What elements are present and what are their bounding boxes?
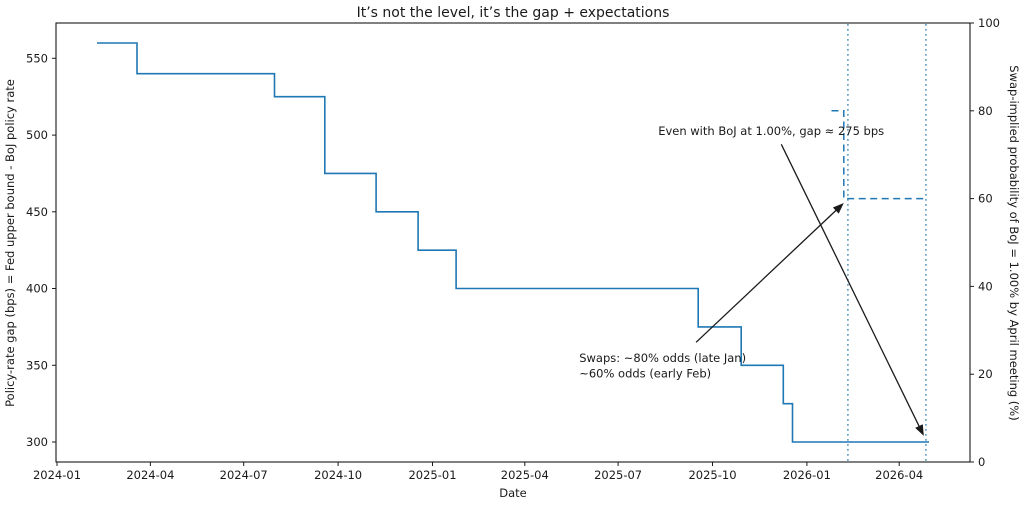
y-left-tick-label: 450 <box>26 205 48 219</box>
vlines-layer <box>847 24 927 461</box>
gap-annotation-text: Even with BoJ at 1.00%, gap ≈ 275 bps <box>658 124 884 138</box>
x-tick-label: 2024-10 <box>314 468 362 482</box>
ticks-layer: 2024-01 2024-04 2024-07 2024-10 2025-01 2025-… <box>26 16 1000 482</box>
gap-annotation-arrow-line <box>780 144 921 429</box>
x-tick-label: 2024-04 <box>126 468 174 482</box>
y-left-tick-label: 500 <box>26 128 48 142</box>
x-tick-label: 2026-04 <box>875 468 923 482</box>
swap-implied-probability-pct-line <box>831 110 926 200</box>
plot-border <box>55 22 971 463</box>
swaps-annotation-text: ~60% odds (early Feb) <box>579 367 711 381</box>
y-right-tick-label: 60 <box>978 192 993 206</box>
gap-annotation-arrowhead <box>915 424 924 436</box>
chart-title: It’s not the level, it’s the gap + expec… <box>357 5 670 21</box>
y-left-tick-label: 550 <box>26 51 48 65</box>
y-left-tick-label: 350 <box>26 358 48 372</box>
axes-spines <box>55 22 971 463</box>
y-left-tick-label: 300 <box>26 435 48 449</box>
x-tick-label: 2025-07 <box>594 468 642 482</box>
swaps-annotation-text: Swaps: ~80% odds (late Jan) <box>579 351 746 365</box>
x-tick-label: 2025-01 <box>408 468 456 482</box>
x-tick-label: 2026-01 <box>783 468 831 482</box>
y-right-tick-label: 20 <box>978 367 993 381</box>
y-right-tick-label: 80 <box>978 104 993 118</box>
swaps-annotation-arrow-line <box>695 208 839 343</box>
x-axis-label: Date <box>499 486 527 500</box>
x-tick-label: 2024-01 <box>33 468 81 482</box>
y-right-tick-label: 40 <box>978 279 993 293</box>
policy-rate-gap-bps-line <box>97 42 929 443</box>
y-right-tick-label: 0 <box>978 455 985 469</box>
y-right-tick-label: 100 <box>978 16 1000 30</box>
x-tick-label: 2024-07 <box>220 468 268 482</box>
annotations-layer: Even with BoJ at 1.00%, gap ≈ 275 bps Swa… <box>579 124 924 436</box>
y-left-tick-label: 400 <box>26 282 48 296</box>
y-axis-label-left: Policy-rate gap (bps) = Fed upper bound … <box>3 79 17 407</box>
x-tick-label: 2025-04 <box>501 468 549 482</box>
x-tick-label: 2025-10 <box>688 468 736 482</box>
swaps-annotation-arrowhead <box>832 203 844 214</box>
y-axis-label-right: Swap-implied probability of BoJ = 1.00% … <box>1007 65 1021 420</box>
series-layer <box>97 42 929 443</box>
